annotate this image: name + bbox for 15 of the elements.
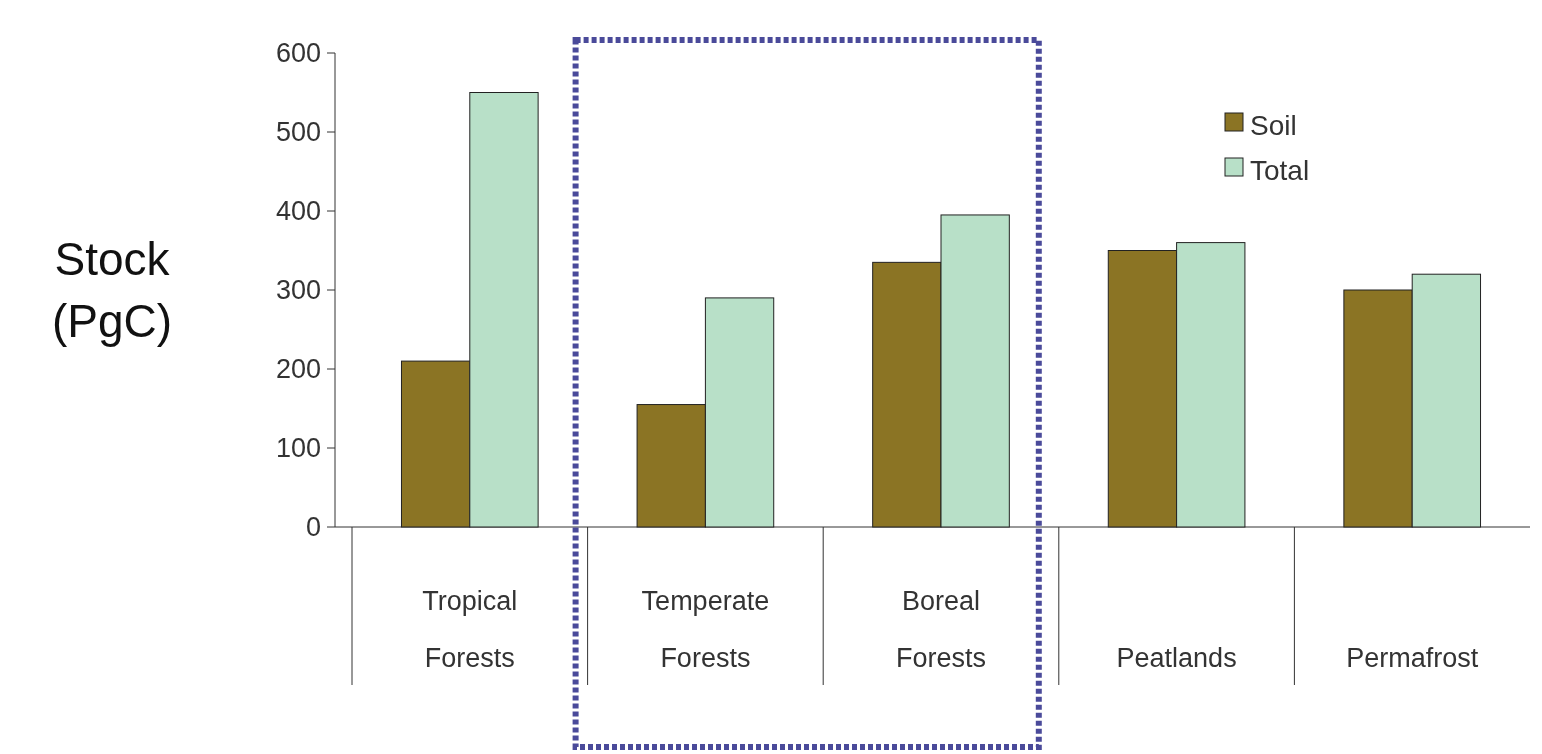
y-tick-label: 600 bbox=[275, 38, 321, 69]
x-tick-label: Permafrost bbox=[1346, 643, 1479, 673]
y-tick-label: 0 bbox=[305, 512, 321, 543]
y-tick-label: 300 bbox=[275, 275, 321, 306]
y-tick-label: 200 bbox=[275, 354, 321, 385]
legend-label: Soil bbox=[1250, 109, 1297, 141]
y-tick-label: 100 bbox=[275, 433, 321, 464]
x-tick-label: Tropical Forests bbox=[422, 586, 518, 673]
y-tick-label: 500 bbox=[275, 117, 321, 148]
legend-label: Total bbox=[1250, 154, 1310, 186]
x-tick-label: Peatlands bbox=[1116, 643, 1237, 673]
y-tick-label: 400 bbox=[275, 196, 321, 227]
x-tick-label: Temperate Forests bbox=[641, 586, 770, 673]
y-axis-title: Stock (PgC) bbox=[51, 233, 173, 347]
x-tick-label: Boreal Forests bbox=[895, 586, 987, 673]
